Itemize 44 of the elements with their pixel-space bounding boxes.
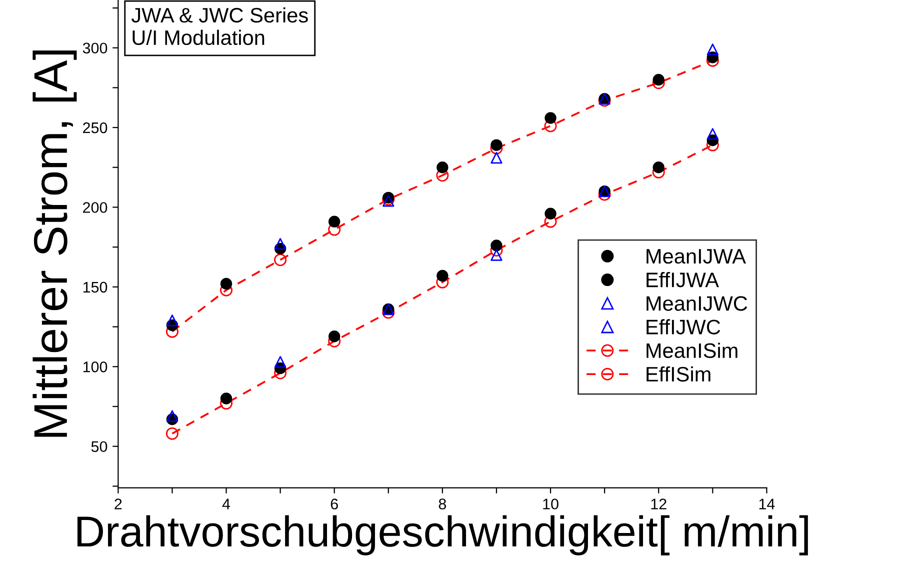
point: [166, 410, 178, 422]
legend-label: MeanISim: [646, 342, 738, 358]
point: [436, 162, 448, 174]
point: [490, 240, 502, 252]
point: [544, 208, 556, 220]
legend-label: EffIJWA: [646, 272, 719, 288]
x-tick-label: 14: [759, 498, 775, 510]
y-tick-label: 200: [83, 202, 108, 213]
x-tick-label: 10: [543, 498, 558, 510]
x-tick-label: 12: [651, 498, 666, 510]
point: [328, 330, 340, 342]
point: [544, 112, 556, 124]
point: [490, 249, 502, 261]
y-tick-label: 300: [82, 42, 108, 54]
x-axis-title: Drahtvorschubgeschwindigkeit[ m/min]: [77, 515, 808, 556]
y-tick-label: 100: [83, 362, 108, 372]
legend-label: MeanIJWA: [646, 249, 746, 264]
point: [706, 44, 718, 56]
legend-label: EffISim: [646, 366, 710, 382]
point: [274, 238, 286, 250]
x-tick-label: 4: [222, 498, 230, 510]
point: [166, 427, 178, 440]
x-tick-label: 8: [438, 498, 446, 510]
point: [220, 392, 232, 404]
legend-label: EffIJWC: [646, 319, 720, 334]
point: [220, 278, 232, 290]
point: [490, 139, 502, 151]
x-tick-label: 6: [330, 498, 338, 510]
y-tick-label: 150: [83, 282, 108, 293]
y-tick-label: 50: [91, 441, 108, 452]
point: [328, 216, 340, 228]
point: [166, 314, 178, 326]
x-tick-label: 2: [114, 498, 122, 510]
point: [436, 270, 448, 282]
y-tick-label: 250: [83, 122, 108, 134]
annotation: JWA & JWC Series U/I Modulation: [131, 7, 308, 46]
legend-label: MeanIJWC: [646, 296, 748, 311]
point: [706, 128, 718, 140]
point: [274, 356, 286, 368]
y-axis-title: Mittlerer Strom, [A]: [32, 50, 77, 437]
point: [652, 74, 664, 86]
point: [652, 162, 664, 174]
point: [274, 254, 287, 266]
point: [490, 152, 502, 164]
